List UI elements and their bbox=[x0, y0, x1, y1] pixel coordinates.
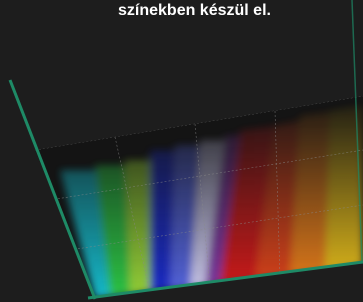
screen: színekben készül el. bbox=[0, 0, 363, 302]
caption: színekben készül el. bbox=[118, 2, 271, 20]
spectrum-graphic bbox=[0, 0, 363, 302]
